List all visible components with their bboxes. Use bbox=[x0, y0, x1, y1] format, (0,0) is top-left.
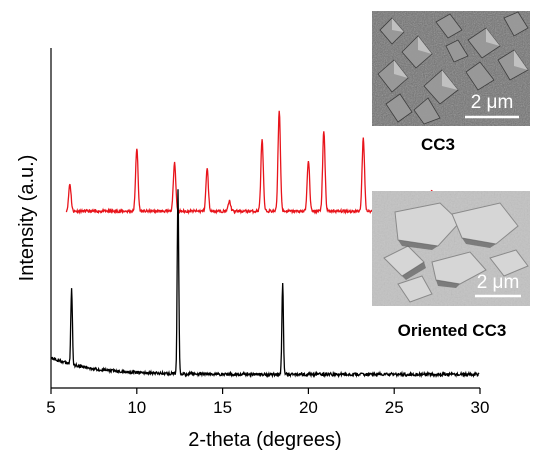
x-tick-label: 15 bbox=[213, 398, 232, 417]
x-tick-labels: 5 10 15 20 25 30 bbox=[46, 398, 489, 417]
inset-label-cc3: CC3 bbox=[421, 135, 455, 154]
x-tick-label: 30 bbox=[471, 398, 490, 417]
series-line-oriented-cc3 bbox=[50, 189, 480, 379]
scale-bar-label: 2 μm bbox=[471, 92, 514, 113]
sem-inset-cc3: 2 μm bbox=[372, 11, 530, 126]
y-axis-label: Intensity (a.u.) bbox=[16, 155, 38, 282]
sem-inset-oriented-cc3: 2 μm bbox=[372, 191, 530, 306]
x-tick-label: 5 bbox=[46, 398, 55, 417]
x-tick-label: 25 bbox=[385, 398, 404, 417]
x-axis-label: 2-theta (degrees) bbox=[188, 429, 341, 451]
scale-bar-label: 2 μm bbox=[477, 272, 520, 293]
x-tick-label: 20 bbox=[299, 398, 318, 417]
x-ticks bbox=[50, 388, 481, 394]
inset-label-oriented-cc3: Oriented CC3 bbox=[398, 321, 507, 340]
x-tick-label: 10 bbox=[127, 398, 146, 417]
